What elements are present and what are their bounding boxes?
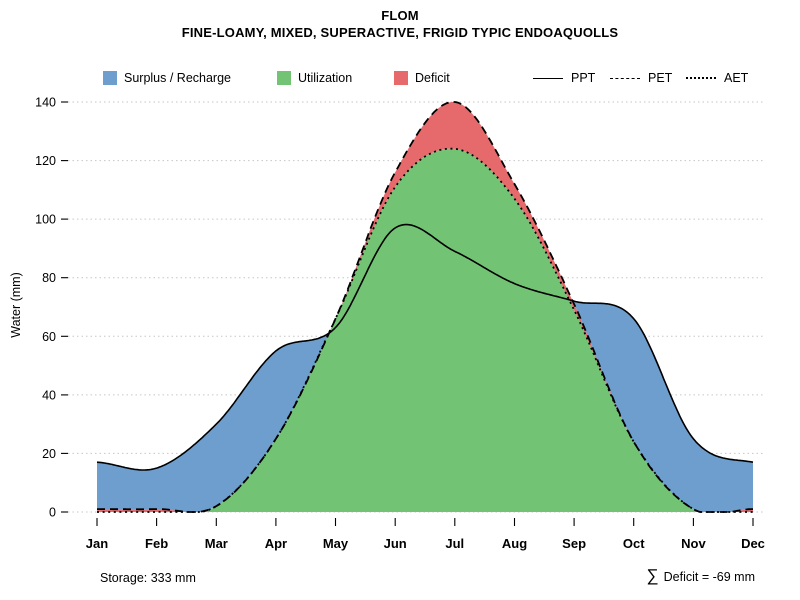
deficit-annotation: ∑ Deficit = -69 mm [647, 566, 755, 586]
utilization-swatch [277, 71, 291, 85]
ppt-line [96, 223, 754, 471]
legend-pet: PET [610, 70, 672, 86]
surplus-swatch [103, 71, 117, 85]
chart-title: FLOM [381, 8, 419, 23]
y-tick-label: 100 [35, 213, 56, 227]
ppt-line-sample [533, 77, 563, 79]
y-tick-label: 80 [42, 271, 56, 285]
ppt-label: PPT [571, 71, 596, 85]
y-tick-label: 0 [49, 506, 56, 520]
month-label: Apr [265, 536, 287, 551]
aet-line [97, 147, 753, 513]
deficit-sum-text: Deficit = -69 mm [663, 570, 755, 584]
legend-aet: AET [686, 70, 748, 86]
legend-utilization: Utilization [277, 70, 352, 86]
month-label: Nov [681, 536, 706, 551]
month-label: Jun [384, 536, 407, 551]
month-label: Mar [205, 536, 228, 551]
month-label: May [323, 536, 349, 551]
legend-deficit: Deficit [394, 70, 450, 86]
surplus-label: Surplus / Recharge [124, 71, 232, 85]
month-label: Jan [86, 536, 108, 551]
y-tick-label: 60 [42, 330, 56, 344]
legend-surplus: Surplus / Recharge [103, 70, 231, 86]
y-tick-label: 40 [42, 388, 56, 402]
storage-annotation: Storage: 333 mm [100, 571, 196, 585]
month-label: Jul [445, 536, 464, 551]
sigma-symbol: ∑ [646, 566, 659, 585]
aet-label: AET [724, 71, 749, 85]
month-label: Oct [623, 536, 645, 551]
pet-line-sample [610, 77, 640, 79]
utilization-area [202, 148, 698, 512]
chart-subtitle: FINE-LOAMY, MIXED, SUPERACTIVE, FRIGID T… [181, 25, 619, 40]
deficit-label: Deficit [415, 71, 450, 85]
month-label: Aug [502, 536, 527, 551]
month-label: Dec [741, 536, 765, 551]
y-tick-label: 140 [35, 96, 56, 110]
pet-line [97, 101, 753, 513]
deficit-swatch [394, 71, 408, 85]
utilization-label: Utilization [298, 71, 353, 85]
pet-label: PET [648, 71, 673, 85]
y-tick-label: 120 [35, 154, 56, 168]
month-label: Feb [145, 536, 168, 551]
month-label: Sep [562, 536, 586, 551]
y-tick-label: 20 [42, 447, 56, 461]
legend-ppt: PPT [533, 70, 595, 86]
aet-line-sample [686, 77, 716, 79]
